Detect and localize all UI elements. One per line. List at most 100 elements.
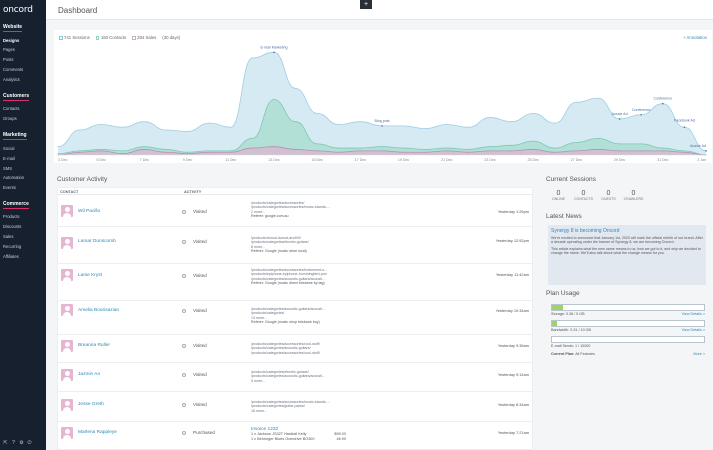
data-point[interactable] (597, 137, 599, 139)
data-point[interactable] (424, 151, 426, 153)
table-row[interactable]: Jesse Greth Visited /products/categories… (58, 392, 532, 422)
data-point[interactable] (597, 148, 599, 150)
data-point[interactable] (165, 129, 167, 131)
data-point[interactable] (619, 143, 621, 145)
data-point[interactable] (683, 150, 685, 152)
annotation-marker[interactable] (381, 125, 383, 127)
add-annotation-link[interactable]: + Annotation (682, 35, 707, 40)
data-point[interactable] (230, 126, 232, 128)
data-point[interactable] (79, 151, 81, 153)
data-point[interactable] (446, 123, 448, 125)
data-point[interactable] (316, 150, 318, 152)
annotation-marker[interactable] (705, 150, 707, 152)
table-row[interactable]: Breanna Ruller Visited /products/categor… (58, 335, 532, 363)
data-point[interactable] (403, 147, 405, 149)
invoice-link[interactable]: Invoice 1232 (251, 427, 279, 432)
data-point[interactable] (511, 121, 513, 123)
oncord-logo[interactable]: oncord (3, 5, 33, 15)
contact-name[interactable]: Jazmin Ao (78, 372, 101, 377)
nav-item-pages[interactable]: Pages (3, 47, 15, 52)
data-point[interactable] (575, 142, 577, 144)
nav-item-email[interactable]: E-mail (3, 156, 15, 161)
data-point[interactable] (187, 153, 189, 155)
annotation-label[interactable]: Aussie Ad (690, 144, 706, 148)
data-point[interactable] (554, 122, 556, 124)
data-point[interactable] (403, 125, 405, 127)
data-point[interactable] (597, 97, 599, 99)
data-point[interactable] (683, 151, 685, 153)
data-point[interactable] (57, 146, 59, 148)
data-point[interactable] (511, 150, 513, 152)
contact-name[interactable]: Jesse Greth (78, 402, 104, 407)
nav-item-social[interactable]: Social (3, 146, 15, 151)
annotation-label[interactable]: E-mail Marketing (261, 45, 288, 49)
contact-name[interactable]: Amelia Bourisazian (78, 308, 120, 313)
data-point[interactable] (554, 151, 556, 153)
annotation-marker[interactable] (662, 102, 664, 105)
data-point[interactable] (122, 150, 124, 152)
data-point[interactable] (208, 122, 210, 124)
data-point[interactable] (165, 148, 167, 150)
data-point[interactable] (230, 151, 232, 153)
data-point[interactable] (467, 148, 469, 150)
data-point[interactable] (100, 148, 102, 150)
help-icon[interactable]: ? (12, 440, 15, 446)
data-point[interactable] (489, 150, 491, 152)
data-point[interactable] (532, 140, 534, 142)
data-point[interactable] (511, 144, 513, 146)
annotation-label[interactable]: Blog post (375, 119, 390, 123)
annotation-label[interactable]: Facebook Ad (674, 118, 695, 122)
settings-icon[interactable]: ⚙ (19, 440, 24, 446)
table-row[interactable]: Amelia Bourisazian Visited /products/cat… (58, 301, 532, 335)
data-point[interactable] (79, 150, 81, 152)
data-point[interactable] (662, 150, 664, 152)
table-row[interactable]: Wil Pacillo Visited /products/categories… (58, 196, 532, 227)
data-point[interactable] (100, 123, 102, 125)
data-point[interactable] (338, 123, 340, 125)
data-point[interactable] (359, 150, 361, 152)
data-point[interactable] (316, 112, 318, 114)
annotation-label[interactable]: Aussie Ad (612, 112, 628, 116)
expand-icon[interactable]: ⇱ (3, 440, 8, 446)
data-point[interactable] (208, 151, 210, 153)
data-point[interactable] (251, 137, 253, 139)
nav-item-groups[interactable]: Groups (3, 116, 17, 121)
data-point[interactable] (467, 151, 469, 153)
data-point[interactable] (554, 147, 556, 149)
storage-view-details-link[interactable]: View Details > (681, 312, 705, 316)
data-point[interactable] (295, 148, 297, 150)
table-row[interactable]: Jazmin Ao Visited /products/categories/e… (58, 363, 532, 392)
data-point[interactable] (575, 101, 577, 103)
data-point[interactable] (295, 87, 297, 89)
annotation-marker[interactable] (683, 126, 686, 129)
nav-item-contacts[interactable]: Contacts (3, 106, 20, 111)
add-button[interactable]: + (360, 0, 372, 9)
data-point[interactable] (424, 128, 426, 130)
bandwidth-view-details-link[interactable]: View Details > (681, 328, 705, 332)
data-point[interactable] (143, 148, 145, 150)
data-point[interactable] (446, 150, 448, 152)
data-point[interactable] (143, 146, 145, 148)
annotation-marker[interactable] (618, 118, 621, 120)
data-point[interactable] (575, 150, 577, 152)
table-row[interactable]: Marlena Rappleye Purchased Invoice 1232 … (58, 422, 532, 450)
table-row[interactable]: Lanie Kryst Visited /products/categories… (58, 264, 532, 301)
contact-name[interactable]: Marlena Rappleye (78, 430, 117, 435)
data-point[interactable] (316, 143, 318, 145)
data-point[interactable] (187, 151, 189, 153)
data-point[interactable] (143, 121, 145, 123)
contact-name[interactable]: Lamar Dunscomb (78, 239, 116, 244)
data-point[interactable] (359, 121, 361, 123)
data-point[interactable] (251, 147, 253, 149)
nav-item-comments[interactable]: Comments (3, 67, 24, 72)
nav-section-customers[interactable]: Customers (3, 93, 30, 101)
nav-item-recurring[interactable]: Recurring (3, 244, 22, 249)
data-point[interactable] (273, 146, 275, 148)
data-point[interactable] (100, 150, 102, 152)
nav-item-events[interactable]: Events (3, 185, 16, 190)
nav-section-commerce[interactable]: Commerce (3, 201, 29, 209)
data-point[interactable] (467, 126, 469, 128)
data-point[interactable] (489, 146, 491, 148)
data-point[interactable] (122, 153, 124, 155)
nav-item-discounts[interactable]: Discounts (3, 224, 22, 229)
